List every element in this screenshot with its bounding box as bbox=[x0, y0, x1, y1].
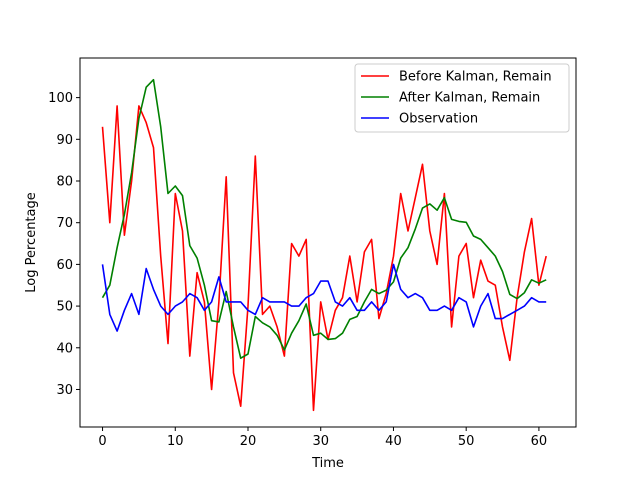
x-axis-ticks: 0 10 20 30 40 50 60 bbox=[98, 427, 547, 449]
y-axis-label: Log Percentage bbox=[24, 192, 39, 292]
y-tick-label: 40 bbox=[56, 341, 73, 356]
series-line-2 bbox=[101, 263, 547, 332]
series-line-1 bbox=[101, 78, 547, 360]
y-tick-label: 60 bbox=[56, 258, 73, 273]
legend-label: After Kalman, Remain bbox=[399, 91, 540, 106]
x-tick-label: 30 bbox=[312, 434, 329, 449]
x-tick-label: 50 bbox=[458, 434, 475, 449]
legend-box bbox=[354, 63, 570, 133]
legend-label: Observation bbox=[399, 112, 478, 127]
legend: Before Kalman, Remain After Kalman, Remai… bbox=[354, 63, 570, 133]
x-axis-label: Time bbox=[311, 456, 344, 471]
y-tick-label: 70 bbox=[56, 216, 73, 231]
legend-label: Before Kalman, Remain bbox=[399, 70, 552, 85]
x-tick-label: 10 bbox=[167, 434, 184, 449]
x-tick-label: 0 bbox=[98, 434, 106, 449]
y-tick-label: 80 bbox=[56, 175, 73, 190]
y-tick-label: 100 bbox=[48, 91, 73, 106]
y-tick-label: 50 bbox=[56, 300, 73, 315]
plot-lines bbox=[101, 78, 547, 412]
x-tick-label: 60 bbox=[531, 434, 548, 449]
y-tick-label: 30 bbox=[56, 383, 73, 398]
y-tick-label: 90 bbox=[56, 133, 73, 148]
axes-frame bbox=[79, 57, 577, 428]
x-tick-label: 40 bbox=[385, 434, 402, 449]
y-axis-ticks: 30 40 50 60 70 80 90 100 bbox=[48, 91, 80, 398]
x-tick-label: 20 bbox=[240, 434, 257, 449]
series-line-0 bbox=[101, 105, 547, 412]
